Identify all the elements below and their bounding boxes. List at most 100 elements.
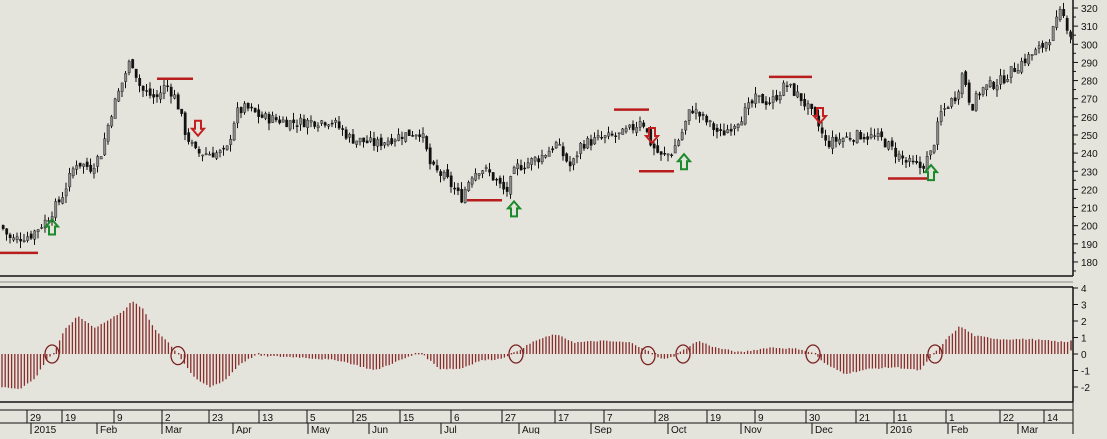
signal-arrows [43, 107, 940, 236]
oscillator-tick-label: 1 [1081, 334, 1087, 345]
candle-down [551, 148, 555, 151]
candle-up [981, 87, 985, 95]
candle-up [960, 73, 964, 95]
candle-down [904, 160, 908, 163]
candle-down [803, 99, 807, 107]
candle-down [834, 136, 838, 142]
candle-down [148, 88, 152, 96]
candle-down [642, 122, 646, 127]
candle-down [967, 82, 971, 103]
candle-up [887, 141, 891, 150]
candle-down [253, 107, 257, 113]
candle-down [222, 147, 226, 150]
candle-down [862, 137, 866, 140]
candle-up [68, 173, 72, 188]
zero-cross-circle [170, 345, 186, 366]
candle-down [523, 167, 527, 170]
day-tick-label: 7 [607, 413, 613, 424]
candle-up [204, 153, 208, 155]
day-tick-label: 21 [859, 413, 871, 424]
candle-up [677, 140, 681, 146]
price-tick-label: 280 [1081, 77, 1098, 88]
candle-up [75, 165, 79, 170]
price-panel[interactable] [0, 0, 1074, 403]
candle-up [264, 113, 268, 119]
arrow-up-icon [675, 152, 693, 171]
candle-down [302, 118, 306, 128]
price-tick-label: 210 [1081, 204, 1098, 215]
day-tick-label: 2 [165, 413, 171, 424]
candle-up [15, 236, 19, 240]
candle-up [120, 82, 124, 92]
candle-down [131, 59, 135, 69]
candle-up [950, 98, 954, 107]
candle-up [974, 93, 978, 111]
arrow-down-icon [811, 107, 829, 125]
oscillator-dot [418, 353, 420, 355]
candle-down [246, 102, 250, 109]
candle-down [260, 114, 264, 118]
candle-down [712, 123, 716, 131]
candle-up [467, 182, 471, 191]
oscillator-tick-label: 4 [1081, 284, 1087, 295]
candle-up [1006, 79, 1010, 82]
candle-down [365, 140, 369, 144]
candle-up [229, 138, 233, 145]
month-tick-label: Apr [236, 425, 252, 434]
oscillator-axis: 4 3 2 1 0 -1 -2 [1070, 284, 1090, 394]
candle-down [187, 132, 191, 142]
candle-down [775, 95, 779, 101]
candle-up [621, 128, 625, 135]
arrow-down-icon [643, 126, 661, 145]
candle-down [519, 165, 523, 171]
oscillator-tick-label: 0 [1081, 350, 1087, 361]
candle-down [505, 186, 509, 192]
candle-up [579, 143, 583, 154]
zero-cross-circle [44, 344, 60, 364]
candle-down [428, 147, 432, 165]
candle-down [432, 161, 436, 165]
oscillator-dot [933, 353, 935, 355]
month-tick-label: Feb [100, 425, 118, 434]
candle-up [1020, 60, 1024, 73]
candle-down [323, 122, 327, 126]
candle-up [71, 168, 75, 177]
candle-up [908, 158, 912, 162]
candle-up [838, 138, 842, 144]
candle-down [568, 161, 572, 167]
candle-down [278, 119, 282, 124]
candle-down [313, 121, 317, 127]
candle-up [474, 173, 478, 181]
candle-down [785, 85, 789, 87]
candle-up [358, 137, 362, 143]
candle-down [859, 132, 863, 140]
candle-down [138, 78, 142, 86]
candle-up [26, 236, 30, 241]
candle-down [176, 94, 180, 110]
candle-up [22, 240, 26, 242]
candle-down [449, 175, 453, 188]
candle-down [379, 137, 383, 147]
day-tick-label: 9 [117, 413, 123, 424]
candle-down [659, 151, 663, 155]
candle-up [845, 136, 849, 138]
candle-down [824, 135, 828, 141]
candle-up [708, 120, 712, 123]
day-tick-label: 15 [403, 413, 415, 424]
arrow-down-icon [189, 119, 207, 138]
candle-down [610, 133, 614, 136]
month-tick-label: May [311, 425, 330, 434]
oscillator-dot [814, 353, 817, 355]
month-tick-label: Jun [372, 425, 388, 434]
oscillator-panel[interactable] [1, 301, 1069, 389]
candle-down [883, 138, 887, 148]
candle-down [152, 94, 156, 98]
price-tick-label: 200 [1081, 222, 1098, 233]
candle-down [19, 238, 23, 242]
candle-up [593, 137, 597, 145]
candle-up [1051, 26, 1055, 41]
day-tick-label: 14 [1047, 413, 1059, 424]
candle-up [628, 124, 632, 128]
candle-up [533, 157, 537, 162]
